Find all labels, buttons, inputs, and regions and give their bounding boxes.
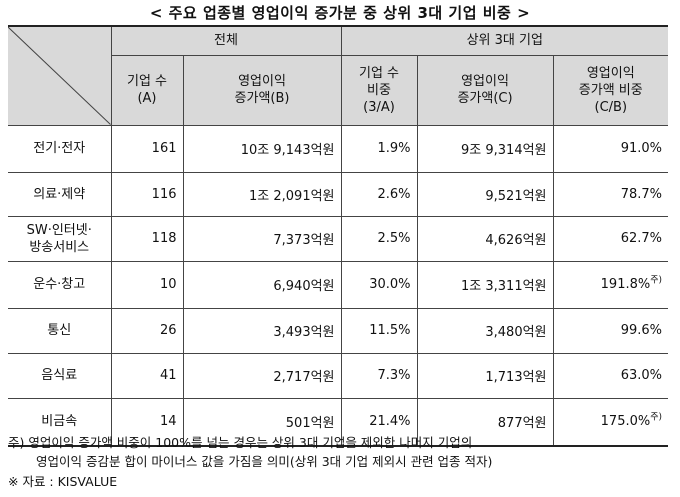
header-col-share-count: 기업 수 비중 (3/A) [340,54,418,126]
company-count: 41 [110,352,184,399]
corner-diagonal-line [8,27,111,125]
share-count: 7.3% [340,352,418,399]
share-count: 1.9% [340,124,418,173]
industry-name: 운수·창고 [8,260,112,309]
table-row: 운수·창고 10 6,940억원 30.0% 1조 3,311억원 191.8%… [8,260,669,309]
share-count: 2.5% [340,215,418,262]
share-increase: 99.6% [552,307,669,354]
share-count: 11.5% [340,307,418,354]
share-increase-value: 91.0% [620,141,663,156]
share-increase: 62.7% [552,215,669,262]
industry-name-line: 운수·창고 [33,277,86,292]
company-count: 161 [110,124,184,173]
table-row: 음식료 41 2,717억원 7.3% 1,713억원 63.0% [8,352,669,399]
header-col-share-count-line: 기업 수 [359,65,400,81]
share-increase-value: 63.0% [620,368,663,383]
increase-top3: 1,713억원 [416,352,554,399]
increase-top3: 3,480억원 [416,307,554,354]
increase-all: 3,493억원 [182,307,342,354]
company-count: 26 [110,307,184,354]
share-increase: 175.0%주) [552,397,669,447]
share-count: 30.0% [340,260,418,309]
header-col-increase-all-line: 증가액(B) [234,91,290,106]
industry-name-line: 의료·제약 [33,186,86,202]
header-col-count-line: (A) [137,91,157,106]
increase-top3: 877억원 [416,397,554,447]
header-col-share-increase-line: 증가액 비중 [578,82,643,98]
header-group-top3: 상위 3대 기업 [340,25,669,56]
increase-all: 6,940억원 [182,260,342,309]
industry-name: 의료·제약 [8,171,112,217]
industry-table: 전체 상위 3대 기업 기업 수 (A) 영업이익 증가액(B) 기업 수 비중… [8,25,669,447]
company-count: 116 [110,171,184,217]
table-row: 비금속 14 501억원 21.4% 877억원 175.0%주) [8,397,669,447]
share-increase: 91.0% [552,124,669,173]
share-increase-value: 78.7% [620,186,663,202]
header-col-increase-all: 영업이익 증가액(B) [182,54,342,126]
industry-name: SW·인터넷· 방송서비스 [8,215,112,262]
increase-all: 1조 2,091억원 [182,171,342,217]
increase-all: 2,717억원 [182,352,342,399]
table-row: 통신 26 3,493억원 11.5% 3,480억원 99.6% [8,307,669,354]
share-increase-value: 99.6% [620,323,663,338]
industry-name-line: 전기·전자 [33,141,86,156]
industry-name: 전기·전자 [8,124,112,173]
industry-name: 음식료 [8,352,112,399]
header-group-all: 전체 [110,25,342,56]
share-increase: 191.8%주) [552,260,669,309]
header-col-share-increase-line: 영업이익 [586,65,635,81]
header-col-increase-top3: 영업이익 증가액(C) [416,54,554,126]
industry-name-line: SW·인터넷· [26,222,92,238]
increase-top3: 9,521억원 [416,171,554,217]
header-col-increase-all-line: 영업이익 [238,74,286,89]
industry-name-line: 통신 [47,323,72,338]
increase-top3: 1조 3,311억원 [416,260,554,309]
source-note: ※ 자료 : KISVALUE [8,474,118,489]
company-count: 10 [110,260,184,309]
increase-all: 7,373억원 [182,215,342,262]
header-row-groups: 전체 상위 3대 기업 [8,25,669,126]
company-count: 118 [110,215,184,262]
increase-all: 501억원 [182,397,342,447]
share-increase: 63.0% [552,352,669,399]
header-col-share-count-line: 비중 [367,82,391,98]
header-col-count-line: 기업 수 [126,74,167,89]
increase-top3: 4,626억원 [416,215,554,262]
header-col-increase-top3-line: 증가액(C) [457,91,513,106]
footnote-mark: 주) [650,275,663,286]
share-increase: 78.7% [552,171,669,217]
header-col-increase-top3-line: 영업이익 [461,74,509,89]
table-title: < 주요 업종별 영업이익 증가분 중 상위 3대 기업 비중 > [149,4,531,22]
share-count: 2.6% [340,171,418,217]
increase-all: 10조 9,143억원 [182,124,342,173]
company-count: 14 [110,397,184,447]
header-corner [8,25,112,126]
footnote-mark: 주) [650,412,663,423]
header-col-share-increase-line: (C/B) [594,99,628,115]
industry-name-line: 방송서비스 [29,239,90,255]
industry-name-line: 비금속 [41,414,78,430]
industry-name: 비금속 [8,397,112,447]
header-col-share-count-line: (3/A) [363,99,395,115]
table-row: 의료·제약 116 1조 2,091억원 2.6% 9,521억원 78.7% [8,171,669,217]
industry-name-line: 음식료 [41,368,78,383]
header-col-share-increase: 영업이익 증가액 비중 (C/B) [552,54,669,126]
increase-top3: 9조 9,314억원 [416,124,554,173]
header-row-columns: 기업 수 (A) 영업이익 증가액(B) 기업 수 비중 (3/A) 영업이익 … [8,54,669,126]
industry-name: 통신 [8,307,112,354]
table-row: 전기·전자 161 10조 9,143억원 1.9% 9조 9,314억원 91… [8,124,669,173]
footnote-line-1: 주) 영업이익 증가액 비중이 100%를 넘는 경우는 상위 3대 기업을 제… [8,435,473,450]
footnote-line-2: 영업이익 증감분 합이 마이너스 값을 가짐을 의미(상위 3대 기업 제외시 … [36,454,493,469]
share-increase-value: 62.7% [620,231,663,246]
table-row: SW·인터넷· 방송서비스 118 7,373억원 2.5% 4,626억원 6… [8,215,669,262]
share-increase-value: 175.0% [600,414,651,430]
header-col-count: 기업 수 (A) [110,54,184,126]
share-increase-value: 191.8% [600,277,651,292]
